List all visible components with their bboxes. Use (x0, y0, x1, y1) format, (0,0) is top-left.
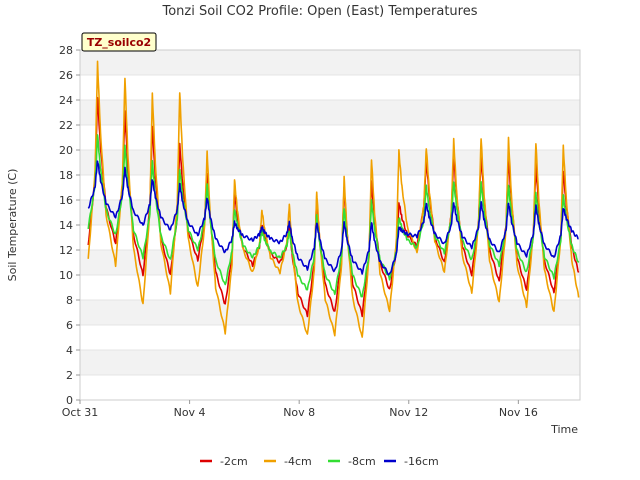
chart-title: Tonzi Soil CO2 Profile: Open (East) Temp… (161, 4, 477, 19)
y-tick-label: 28 (59, 44, 73, 57)
y-tick-label: 18 (59, 169, 73, 182)
grid-band (80, 250, 580, 275)
y-tick-label: 26 (59, 69, 73, 82)
series-lines (87, 60, 580, 338)
grid-band (80, 175, 580, 200)
x-tick-label: Nov 4 (174, 406, 206, 419)
grid-bands (80, 50, 580, 401)
chart-badge: TZ_soilco2 (81, 32, 157, 52)
y-tick-label: 12 (59, 244, 73, 257)
y-tick-label: 20 (59, 144, 73, 157)
x-tick-label: Nov 8 (283, 406, 315, 419)
grid-band (80, 150, 580, 175)
y-axis-label: Soil Temperature (C) (6, 169, 19, 282)
y-tick-label: 10 (59, 269, 73, 282)
x-tick-label: Nov 12 (389, 406, 428, 419)
series-line-8cm (87, 134, 580, 298)
chart-badge-label: TZ_soilco2 (87, 36, 151, 49)
grid-band (80, 300, 580, 325)
y-tick-label: 2 (66, 369, 73, 382)
grid-band (80, 50, 580, 75)
y-tick-label: 6 (66, 319, 73, 332)
legend-label: -16cm (404, 455, 439, 468)
grid-band (80, 100, 580, 125)
grid-band (80, 200, 580, 225)
series-line-4cm (87, 60, 580, 338)
legend-label: -2cm (220, 455, 248, 468)
y-tick-label: 0 (66, 394, 73, 407)
series-line-2cm (87, 96, 580, 318)
y-tick-label: 4 (66, 344, 73, 357)
legend-label: -8cm (348, 455, 376, 468)
x-tick-label: Oct 31 (62, 406, 99, 419)
grid-band (80, 375, 580, 400)
x-tick-label: Nov 16 (499, 406, 538, 419)
y-tick-label: 8 (66, 294, 73, 307)
y-tick-label: 14 (59, 219, 73, 232)
grid-band (80, 350, 580, 375)
y-tick-label: 22 (59, 119, 73, 132)
legend-label: -4cm (284, 455, 312, 468)
y-tick-label: 24 (59, 94, 73, 107)
grid-band (80, 275, 580, 300)
grid-band (80, 75, 580, 100)
y-tick-label: 16 (59, 194, 73, 207)
x-axis-label: Time (550, 423, 578, 436)
x-axis-ticks: Oct 31 Nov 4 Nov 8 Nov 12 Nov 16 (62, 400, 538, 419)
legend: -2cm -4cm -8cm -16cm (200, 455, 439, 468)
grid-band (80, 125, 580, 150)
grid-band (80, 325, 580, 350)
series-line-16cm (87, 160, 579, 276)
